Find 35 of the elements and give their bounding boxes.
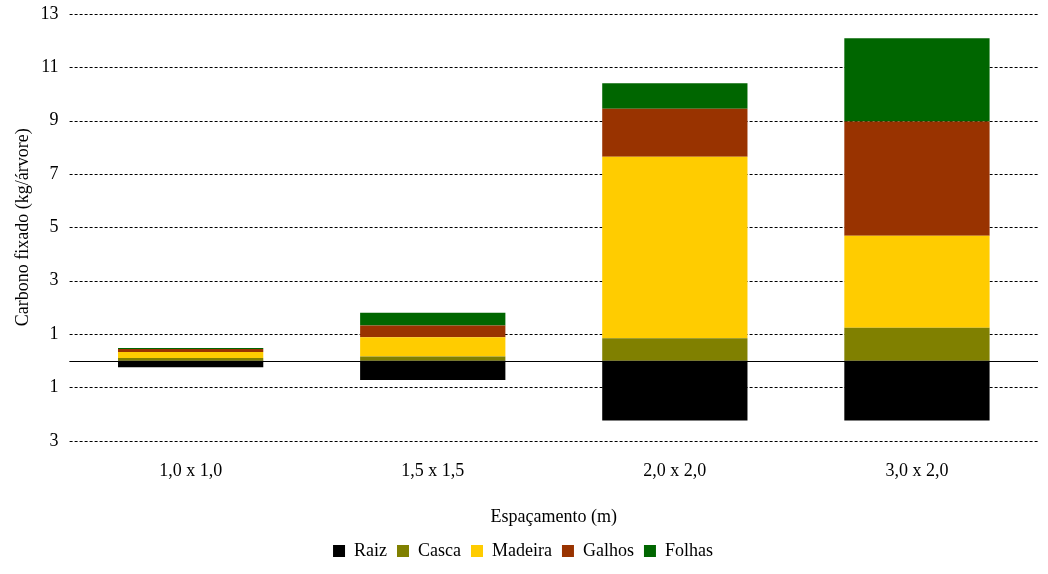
bar [602, 108, 748, 157]
y-tick-label: 9 [49, 109, 59, 130]
y-tick-label: 11 [41, 55, 59, 76]
legend-label: Raiz [354, 539, 388, 560]
legend-label: Galhos [582, 539, 634, 560]
x-axis-title: Espaçamento (m) [490, 505, 618, 527]
y-tick-label: 1 [49, 376, 59, 397]
bar [360, 337, 506, 357]
y-tick-label: 5 [49, 216, 59, 237]
y-tick-label: 3 [49, 269, 59, 290]
bar [118, 358, 264, 361]
bar [844, 235, 990, 328]
bar [360, 312, 506, 326]
x-tick-label: 3,0 x 2,0 [885, 460, 949, 481]
bar [844, 38, 990, 122]
legend-label: Madeira [492, 539, 552, 560]
bar [360, 360, 506, 380]
bar [360, 356, 506, 361]
bar [602, 338, 748, 361]
legend-label: Folhas [664, 539, 713, 560]
y-tick-label: 3 [49, 429, 59, 450]
bar [844, 121, 990, 236]
x-tick-label: 2,0 x 2,0 [643, 460, 707, 481]
bar [118, 351, 264, 359]
bar [602, 156, 748, 339]
y-axis-title: Carbono fixado (kg/árvore) [11, 128, 33, 327]
y-tick-label: 1 [49, 322, 59, 343]
x-tick-label: 1,0 x 1,0 [159, 460, 223, 481]
bar [844, 327, 990, 361]
x-tick-label: 1,5 x 1,5 [401, 460, 465, 481]
y-tick-label: 7 [49, 162, 59, 183]
bar [360, 325, 506, 338]
bar [602, 83, 748, 109]
legend-label: Casca [418, 539, 462, 560]
y-tick-label: 13 [40, 2, 59, 23]
